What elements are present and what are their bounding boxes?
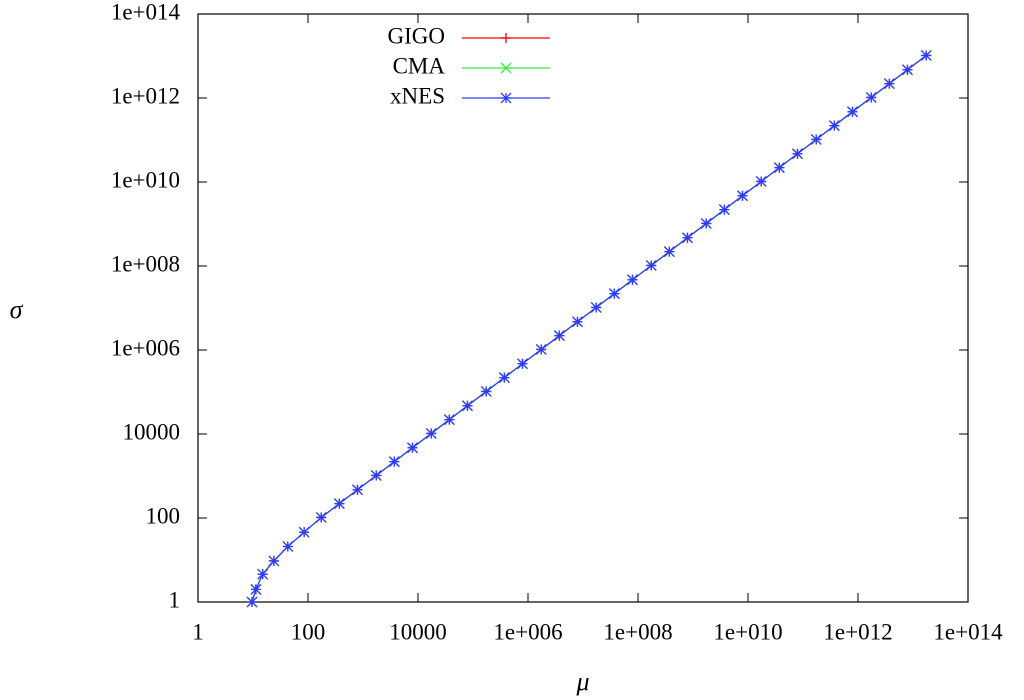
point-marker bbox=[773, 162, 785, 174]
legend-marker bbox=[500, 92, 512, 104]
point-marker bbox=[352, 484, 363, 496]
point-marker bbox=[682, 232, 693, 244]
point-marker bbox=[737, 190, 748, 202]
x-tick-label: 1e+014 bbox=[933, 619, 1003, 644]
point-marker bbox=[462, 400, 473, 412]
x-tick-label: 1e+008 bbox=[603, 619, 672, 644]
point-marker bbox=[268, 555, 280, 567]
y-tick-label: 1e+008 bbox=[111, 251, 180, 276]
x-tick-label: 10000 bbox=[389, 619, 447, 644]
point-marker bbox=[535, 344, 547, 355]
legend-label: GIGO bbox=[388, 23, 446, 48]
point-marker bbox=[700, 218, 712, 229]
legend-marker bbox=[500, 62, 512, 74]
point-marker bbox=[315, 512, 327, 523]
y-tick-label: 10000 bbox=[123, 419, 181, 444]
point-marker bbox=[246, 596, 258, 608]
plot-frame bbox=[197, 13, 969, 603]
point-marker bbox=[480, 386, 492, 397]
point-marker bbox=[590, 302, 602, 313]
point-marker bbox=[755, 176, 767, 187]
point-marker bbox=[847, 106, 858, 118]
x-tick-label: 1e+012 bbox=[823, 619, 892, 644]
point-marker bbox=[663, 246, 675, 258]
y-tick-label: 1e+006 bbox=[111, 335, 180, 360]
y-tick-label: 1 bbox=[169, 587, 181, 612]
point-marker bbox=[250, 583, 262, 595]
x-tick-label: 100 bbox=[291, 619, 326, 644]
point-marker bbox=[370, 470, 382, 481]
point-marker bbox=[810, 134, 822, 145]
series-line bbox=[251, 54, 927, 603]
x-tick-label: 1e+010 bbox=[713, 619, 782, 644]
point-marker bbox=[425, 428, 437, 439]
point-marker bbox=[498, 372, 510, 384]
point-marker bbox=[517, 358, 528, 370]
point-marker bbox=[792, 148, 803, 160]
x-tick-label: 1 bbox=[192, 619, 204, 644]
point-marker bbox=[282, 541, 294, 552]
legend-marker bbox=[501, 33, 511, 43]
y-tick-label: 1e+010 bbox=[111, 167, 180, 192]
point-marker bbox=[902, 64, 913, 76]
series-line bbox=[251, 54, 927, 603]
point-marker bbox=[627, 274, 638, 286]
point-marker bbox=[257, 568, 269, 580]
point-marker bbox=[407, 442, 418, 454]
x-tick-label: 1e+006 bbox=[493, 619, 562, 644]
point-marker bbox=[865, 92, 877, 103]
legend-label: xNES bbox=[390, 83, 445, 108]
x-axis-label: μ bbox=[575, 667, 589, 696]
point-marker bbox=[883, 78, 895, 90]
point-marker bbox=[718, 204, 730, 216]
point-marker bbox=[388, 456, 400, 468]
point-marker bbox=[920, 50, 932, 61]
point-marker bbox=[443, 414, 455, 426]
series-line bbox=[251, 54, 927, 603]
y-tick-label: 1e+012 bbox=[111, 83, 180, 108]
point-marker bbox=[572, 316, 583, 328]
y-tick-label: 100 bbox=[146, 503, 181, 528]
point-marker bbox=[608, 288, 620, 300]
y-tick-label: 1e+014 bbox=[111, 0, 181, 24]
legend-label: CMA bbox=[393, 53, 446, 78]
y-axis-label: σ bbox=[10, 295, 24, 324]
point-marker bbox=[553, 330, 565, 342]
point-marker bbox=[333, 498, 345, 510]
point-marker bbox=[828, 120, 840, 132]
point-marker bbox=[298, 526, 310, 538]
point-marker bbox=[645, 260, 657, 271]
